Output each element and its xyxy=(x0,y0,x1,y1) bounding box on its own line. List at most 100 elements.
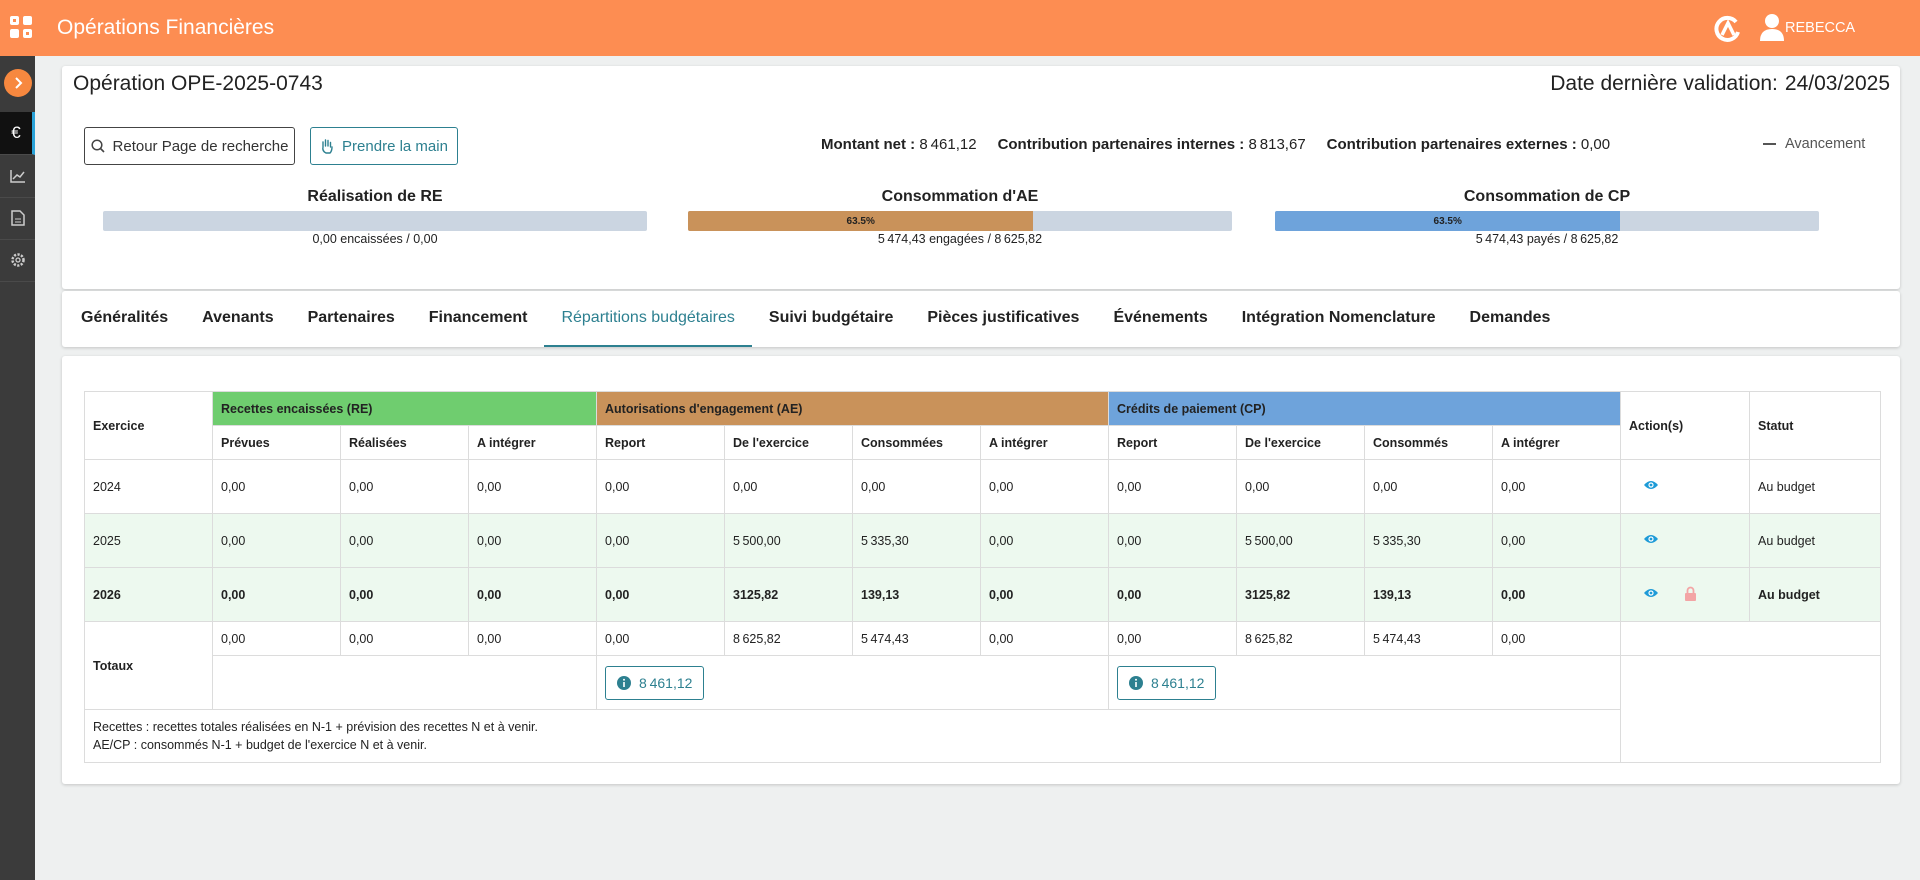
group-header: Crédits de paiement (CP) xyxy=(1108,391,1622,426)
summary-value: 8 813,67 xyxy=(1248,136,1306,153)
progress-caption: 5 474,43 payés / 8 625,82 xyxy=(1475,232,1619,246)
nav-documents[interactable] xyxy=(0,197,35,240)
progress-title: Réalisation de RE xyxy=(307,188,443,205)
progress-track: 63.5% xyxy=(1275,211,1819,231)
sub-header: Consommés xyxy=(1364,425,1494,460)
validation-label: Date dernière validation: xyxy=(1550,72,1778,95)
tab[interactable]: Événements xyxy=(1113,309,1208,326)
group-header: Autorisations d'engagement (AE) xyxy=(596,391,1110,426)
value-cell: 0,00 xyxy=(340,513,469,568)
summary-value: 8 461,12 xyxy=(919,136,977,153)
progress-title: Consommation de CP xyxy=(1463,188,1631,205)
value-cell: 0,00 xyxy=(852,459,982,514)
exercice-cell: 2026 xyxy=(84,567,213,622)
total-button-cell: 8 461,12 xyxy=(1108,655,1622,710)
summary: Montant net : 8 461,12 Contribution part… xyxy=(821,136,1610,153)
progress-track: 63.5% xyxy=(688,211,1232,231)
total-cell: 8 625,82 xyxy=(1236,621,1366,656)
sub-header: Consommées xyxy=(852,425,982,460)
total-value: 8 461,12 xyxy=(1151,674,1205,691)
sub-header: A intégrer xyxy=(980,425,1110,460)
sub-header: A intégrer xyxy=(467,425,598,460)
value-cell: 0,00 xyxy=(467,513,598,568)
value-cell: 5 335,30 xyxy=(852,513,982,568)
nav-settings[interactable] xyxy=(0,239,35,282)
total-cell: 0,00 xyxy=(1492,621,1622,656)
totals-row: Totaux 0,00 0,00 0,00 0,00 8 625,82 5 474,43 0,… xyxy=(84,621,1882,710)
summary-label: Contribution partenaires internes : xyxy=(997,136,1245,153)
summary-item: Contribution partenaires externes : 0,00 xyxy=(1327,136,1610,153)
value-cell: 0,00 xyxy=(724,459,854,514)
svg-text:€: € xyxy=(11,124,21,142)
notes-cell: Recettes : recettes totales réalisées en… xyxy=(83,709,1622,763)
value-cell: 0,00 xyxy=(340,567,469,622)
sidebar: € xyxy=(0,56,35,880)
button-label: Retour Page de recherche xyxy=(112,137,289,155)
tab[interactable]: Financement xyxy=(428,309,528,326)
button-label: Prendre la main xyxy=(342,137,448,155)
value-cell: 5 335,30 xyxy=(1364,513,1494,568)
value-cell: 0,00 xyxy=(212,459,341,514)
value-cell: 0,00 xyxy=(980,513,1110,568)
empty-cell xyxy=(1620,621,1882,656)
actions-cell xyxy=(1620,513,1751,568)
tab[interactable]: Intégration Nomenclature xyxy=(1241,309,1436,326)
total-button[interactable]: 8 461,12 xyxy=(605,665,705,700)
view-icon[interactable] xyxy=(1643,533,1659,548)
value-cell: 0,00 xyxy=(1108,459,1238,514)
tab[interactable]: Répartitions budgétaires xyxy=(544,291,752,347)
view-icon[interactable] xyxy=(1643,479,1659,494)
budget-table: Exercice Recettes encaissées (RE) Autori… xyxy=(83,391,1882,763)
tab[interactable]: Demandes xyxy=(1469,309,1551,326)
empty-cell xyxy=(1620,655,1882,763)
back-button[interactable]: Retour Page de recherche xyxy=(84,127,295,165)
lock-icon[interactable] xyxy=(1684,586,1697,604)
nav-finance[interactable]: € xyxy=(0,112,35,155)
logo[interactable] xyxy=(1714,15,1741,42)
progress-label: 63.5% xyxy=(1433,215,1462,227)
total-cell: 5 474,43 xyxy=(1364,621,1494,656)
value-cell: 0,00 xyxy=(596,513,726,568)
tab[interactable]: Avenants xyxy=(202,309,274,326)
summary-value: 0,00 xyxy=(1580,136,1611,153)
tab[interactable]: Généralités xyxy=(81,309,169,326)
note: Recettes : recettes totales réalisées en… xyxy=(93,720,539,734)
table-row: 2024 0,00 0,00 0,00 0,00 0,00 0,00 0,00 0,00 0,00… xyxy=(84,459,1882,514)
total-cell: 0,00 xyxy=(467,621,598,656)
summary-item: Montant net : 8 461,12 xyxy=(821,136,977,153)
total-cell: 5 474,43 xyxy=(852,621,982,656)
validation: Date dernière validation: 24/03/2025 xyxy=(1550,72,1890,96)
top-bar: Opérations Financières REBECCA BECXXXX xyxy=(0,0,1920,92)
exercice-cell: 2024 xyxy=(84,459,213,514)
total-button[interactable]: 8 461,12 xyxy=(1117,665,1217,700)
app-title: Opérations Financières xyxy=(57,16,275,39)
actions-cell xyxy=(1620,567,1751,622)
value-cell: 5 500,00 xyxy=(1236,513,1366,568)
view-icon[interactable] xyxy=(1643,587,1659,602)
budget-card: Exercice Recettes encaissées (RE) Autori… xyxy=(62,356,1900,784)
progress-fill: 63.5% xyxy=(1275,211,1621,231)
value-cell: 0,00 xyxy=(596,567,726,622)
value-cell: 5 500,00 xyxy=(724,513,854,568)
total-value: 8 461,12 xyxy=(639,674,693,691)
status-cell: Au budget xyxy=(1749,513,1882,568)
operation-card: Opération OPE-2025-0743 Date dernière va… xyxy=(62,66,1900,289)
value-cell: 0,00 xyxy=(1492,567,1622,622)
tab[interactable]: Pièces justificatives xyxy=(927,309,1080,326)
take-over-button[interactable]: Prendre la main xyxy=(310,127,458,165)
tab[interactable]: Partenaires xyxy=(307,309,395,326)
avancement-toggle[interactable]: Avancement xyxy=(1763,136,1865,152)
sub-header: A intégrer xyxy=(1492,425,1622,460)
summary-label: Montant net : xyxy=(821,136,916,153)
sub-header: De l'exercice xyxy=(1236,425,1366,460)
nav-stats[interactable] xyxy=(0,155,35,198)
tab[interactable]: Suivi budgétaire xyxy=(768,309,894,326)
apps-icon[interactable] xyxy=(10,16,32,38)
user-icon[interactable] xyxy=(1760,13,1784,41)
status-cell: Au budget xyxy=(1749,459,1882,514)
expand-button[interactable] xyxy=(0,62,35,104)
progress-caption: 0,00 encaissées / 0,00 xyxy=(312,232,438,246)
note: AE/CP : consommés N-1 + budget de l'exer… xyxy=(93,738,427,752)
value-cell: 3125,82 xyxy=(724,567,854,622)
empty-cell xyxy=(211,655,598,710)
